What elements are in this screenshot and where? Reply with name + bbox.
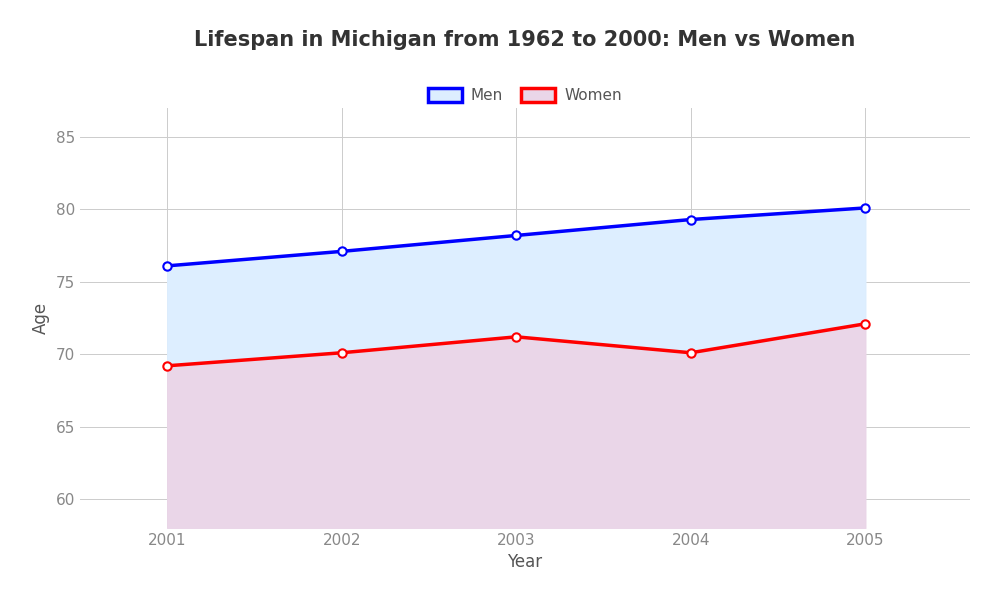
Title: Lifespan in Michigan from 1962 to 2000: Men vs Women: Lifespan in Michigan from 1962 to 2000: … [194, 29, 856, 49]
Y-axis label: Age: Age [32, 302, 50, 334]
X-axis label: Year: Year [507, 553, 543, 571]
Legend: Men, Women: Men, Women [422, 82, 628, 109]
